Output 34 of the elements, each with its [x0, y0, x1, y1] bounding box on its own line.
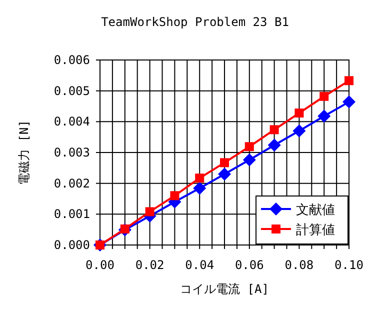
point: [270, 125, 279, 134]
point: [344, 76, 354, 86]
x-tick-label: 0.04: [185, 258, 214, 272]
point: [342, 95, 356, 108]
y-axis-title: 電磁力 [N]: [17, 120, 31, 185]
x-tick-label: 0.02: [135, 258, 164, 272]
legend-label: 計算値: [296, 223, 335, 238]
point: [318, 110, 331, 123]
x-tick-label: 0.00: [86, 258, 114, 272]
x-tick-label: 0.08: [284, 258, 314, 272]
point: [193, 182, 206, 195]
legend-label: 文献値: [296, 203, 335, 218]
y-tick-label: 0.005: [54, 84, 90, 98]
y-tick-label: 0.002: [54, 176, 90, 190]
point: [220, 158, 229, 168]
point: [244, 142, 254, 152]
y-tick-label: 0.006: [54, 53, 90, 67]
point: [292, 124, 306, 138]
point: [195, 174, 204, 183]
point: [294, 108, 304, 118]
point: [320, 92, 329, 101]
chart-title: TeamWorkShop Problem 23 B1: [101, 15, 289, 29]
point: [170, 191, 180, 200]
y-tick-label: 0.000: [54, 238, 90, 252]
x-tick-label: 0.06: [234, 258, 264, 272]
y-tick-label: 0.004: [54, 114, 90, 129]
y-tick-label: 0.001: [54, 207, 90, 222]
x-axis-title: コイル電流 [A]: [180, 282, 269, 296]
x-tick-label: 0.10: [334, 258, 364, 272]
point: [145, 207, 154, 216]
point: [268, 138, 281, 152]
y-tick-label: 0.003: [54, 146, 90, 160]
point: [218, 168, 231, 181]
point: [242, 153, 256, 166]
